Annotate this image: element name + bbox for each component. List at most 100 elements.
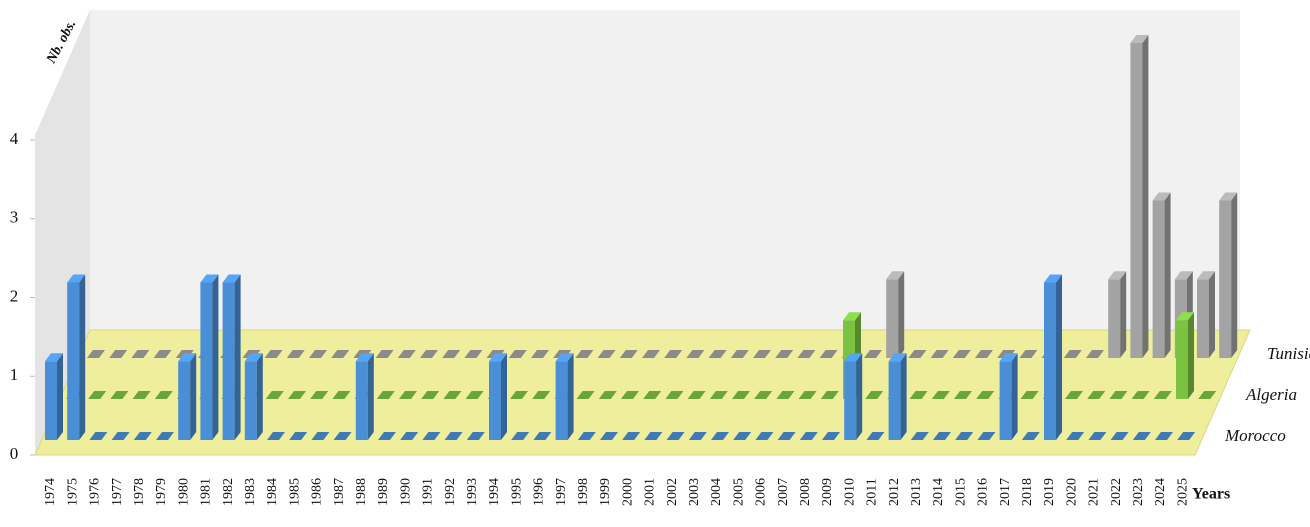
bar-front [200, 282, 213, 440]
bar [665, 391, 684, 399]
bar [508, 350, 527, 358]
bar-floor [977, 432, 996, 440]
bar-floor [131, 350, 150, 358]
bar-floor [930, 350, 949, 358]
bar-floor [1088, 432, 1107, 440]
x-tick-label: 2012 [887, 478, 902, 506]
bar-floor [642, 350, 660, 358]
bar [598, 391, 617, 399]
bar-top [886, 271, 905, 280]
bar-floor [286, 350, 305, 358]
bar [1109, 391, 1128, 399]
bar [399, 391, 417, 399]
bar-floor [1087, 391, 1106, 399]
bar-floor [909, 391, 928, 399]
x-tick-label: 1980 [176, 478, 191, 506]
bar-front [355, 361, 368, 440]
bar-floor [864, 350, 882, 358]
bar-side [212, 274, 219, 440]
bar-side [1209, 271, 1215, 358]
x-tick-label: 2009 [820, 478, 835, 506]
x-tick-label: 1985 [287, 478, 302, 506]
bar [688, 432, 707, 440]
x-tick-label: 1989 [376, 478, 391, 506]
bar-floor [442, 350, 461, 358]
x-tick-label: 1983 [243, 478, 258, 506]
bar-floor [1110, 432, 1129, 440]
bar-floor [665, 391, 684, 399]
bar-floor [89, 432, 108, 440]
bar [864, 350, 882, 358]
bar [597, 350, 616, 358]
bar-side [190, 353, 197, 440]
bar [153, 350, 172, 358]
bar-floor [730, 350, 749, 358]
bar-floor [597, 350, 616, 358]
bar [708, 350, 727, 358]
bar-floor [265, 391, 284, 399]
x-tick-label: 2010 [842, 478, 857, 506]
bar-floor [1153, 391, 1172, 399]
bar-side [1188, 312, 1194, 399]
bar-floor [954, 391, 972, 399]
bar [1088, 432, 1107, 440]
bar [1044, 274, 1062, 440]
x-tick-label: 2004 [709, 478, 724, 506]
bar-floor [1019, 350, 1038, 358]
bar [532, 391, 551, 399]
bar [87, 350, 105, 358]
bar-floor [87, 350, 105, 358]
bar-front [886, 279, 899, 358]
bar-floor [799, 432, 818, 440]
bar-side [234, 274, 241, 440]
bar-side [367, 353, 374, 440]
bar-floor [264, 350, 283, 358]
bar [730, 350, 749, 358]
bar-top [355, 353, 374, 362]
x-tick-label: 1974 [43, 478, 58, 506]
bar [930, 350, 949, 358]
bar-floor [577, 432, 596, 440]
bar [820, 391, 839, 399]
x-axis-title: Years [1192, 486, 1230, 503]
bar-top [244, 353, 263, 362]
bar-top [1174, 271, 1193, 280]
bar-side [1164, 192, 1171, 358]
bar [244, 353, 263, 440]
x-tick-label: 1981 [199, 478, 214, 506]
bar [375, 350, 394, 358]
bar [511, 432, 530, 440]
bar-front [67, 282, 80, 440]
bar-front [555, 361, 568, 440]
bar [178, 353, 197, 440]
bar-floor [955, 432, 974, 440]
bar-front [45, 361, 57, 440]
bar-top [1152, 192, 1171, 201]
bar-floor [865, 391, 884, 399]
bar-floor [397, 350, 416, 358]
x-tick-label: 2024 [1153, 478, 1168, 506]
bar [1153, 391, 1172, 399]
bar [200, 274, 219, 440]
bar [1155, 432, 1173, 440]
bar [421, 391, 440, 399]
bar-top [1197, 271, 1215, 280]
bar [88, 391, 107, 399]
bar-floor [822, 432, 840, 440]
x-tick-label: 2003 [687, 478, 702, 506]
bar-floor [732, 391, 750, 399]
bar-floor [598, 391, 617, 399]
bar [355, 353, 374, 440]
x-tick-label: 2018 [1020, 478, 1035, 506]
bar [443, 391, 462, 399]
bar [576, 391, 595, 399]
bar-floor [708, 350, 727, 358]
bar-floor [1177, 432, 1196, 440]
back-wall [90, 10, 1240, 330]
bar [686, 350, 705, 358]
bar [464, 350, 483, 358]
bar-floor [664, 350, 683, 358]
x-tick-label: 2011 [865, 478, 880, 505]
bar [265, 391, 284, 399]
bar-floor [309, 350, 327, 358]
